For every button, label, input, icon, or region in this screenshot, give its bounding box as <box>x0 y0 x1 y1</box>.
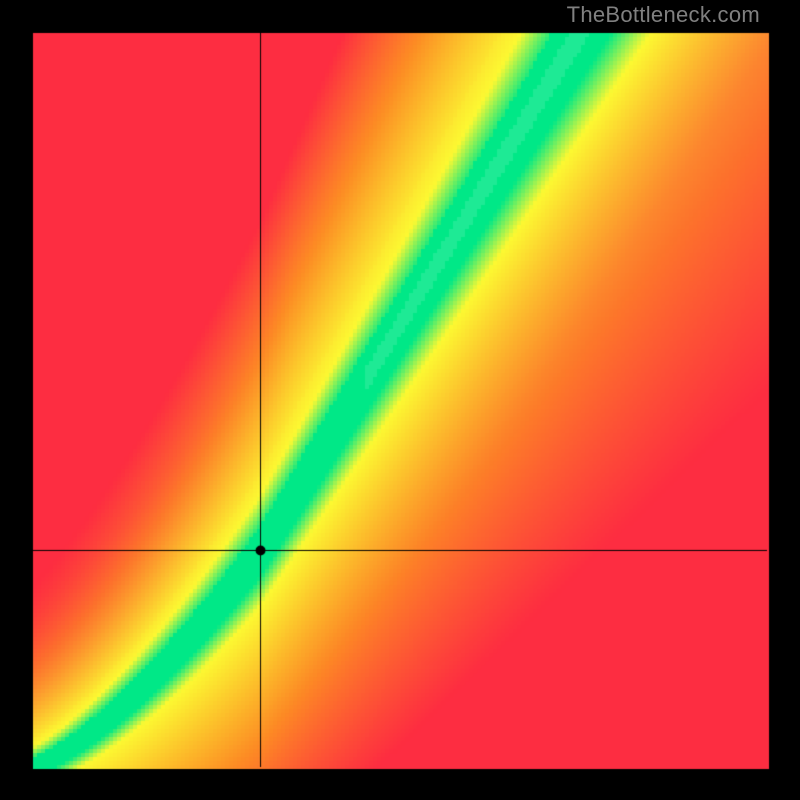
watermark-label: TheBottleneck.com <box>567 2 760 28</box>
bottleneck-heatmap <box>0 0 800 800</box>
